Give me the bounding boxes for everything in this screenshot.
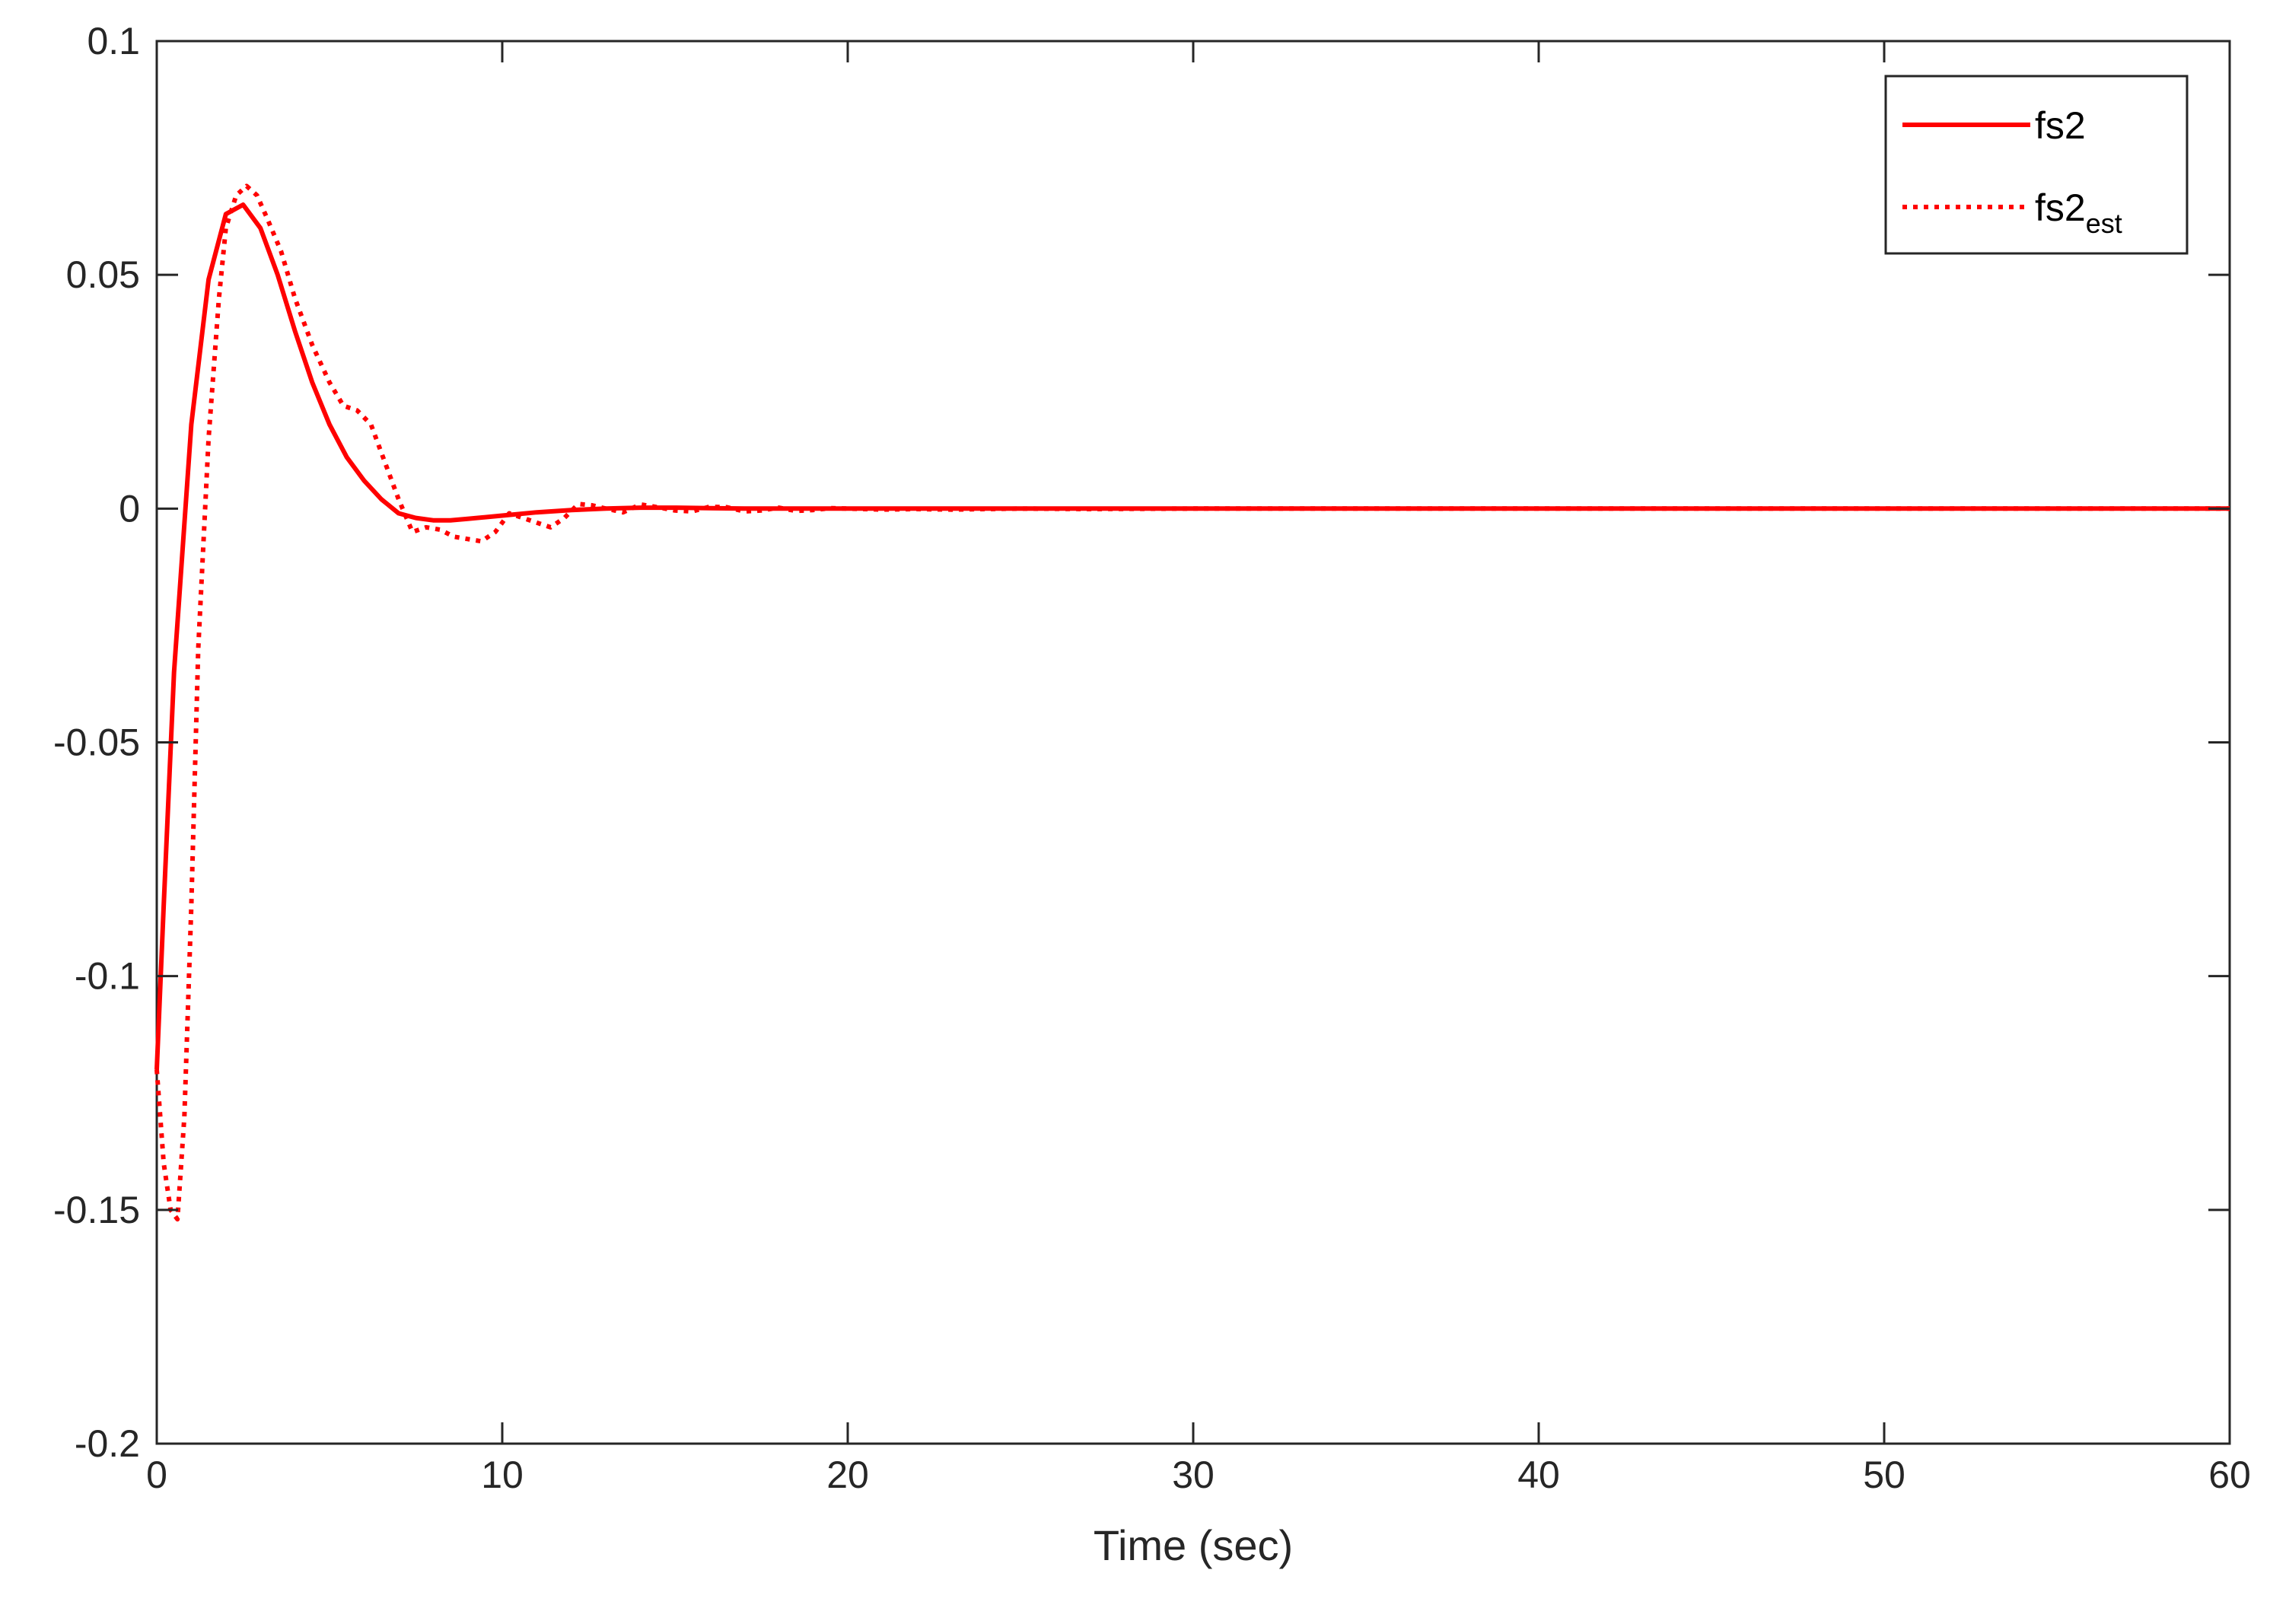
x-tick-label: 50 xyxy=(1863,1454,1905,1496)
x-tick-label: 60 xyxy=(2208,1454,2251,1496)
plot-area xyxy=(155,40,2231,1445)
series-layer xyxy=(154,183,2230,1222)
x-tick-label: 30 xyxy=(1172,1454,1215,1496)
x-tick-label: 20 xyxy=(826,1454,869,1496)
legend-label-fs2-est-main: fs2 xyxy=(2035,186,2086,229)
y-tick-label: -0.05 xyxy=(53,721,140,764)
x-axis-label: Time (sec) xyxy=(1094,1521,1293,1569)
x-tick-label: 10 xyxy=(481,1454,524,1496)
legend-entry-fs2-est: fs2est xyxy=(1902,186,2122,239)
y-tick-label: 0.05 xyxy=(66,253,140,296)
legend-label-fs2: fs2 xyxy=(2035,104,2086,147)
y-tick-label: 0 xyxy=(119,487,140,530)
y-tick-label: -0.2 xyxy=(75,1422,140,1465)
legend: fs2 fs2est xyxy=(1884,75,2189,255)
y-tick-label: -0.15 xyxy=(53,1189,140,1231)
series-line-fs2-est xyxy=(154,183,2230,1222)
legend-label-fs2-est-subscript: est xyxy=(2086,208,2122,239)
y-tick-label: 0.1 xyxy=(87,20,140,62)
x-tick-label: 40 xyxy=(1517,1454,1560,1496)
legend-entry-fs2: fs2 xyxy=(1902,104,2086,147)
y-tick-label: -0.1 xyxy=(75,955,140,998)
y-axis-ticks: 0.1 0.05 0 -0.05 -0.1 -0.15 -0.2 xyxy=(53,20,2230,1465)
legend-label-fs2-est: fs2est xyxy=(2035,186,2122,239)
x-axis-ticks: 0 10 20 30 40 50 60 xyxy=(146,41,2251,1496)
x-tick-label: 0 xyxy=(146,1454,167,1496)
legend-box xyxy=(1884,75,2189,255)
